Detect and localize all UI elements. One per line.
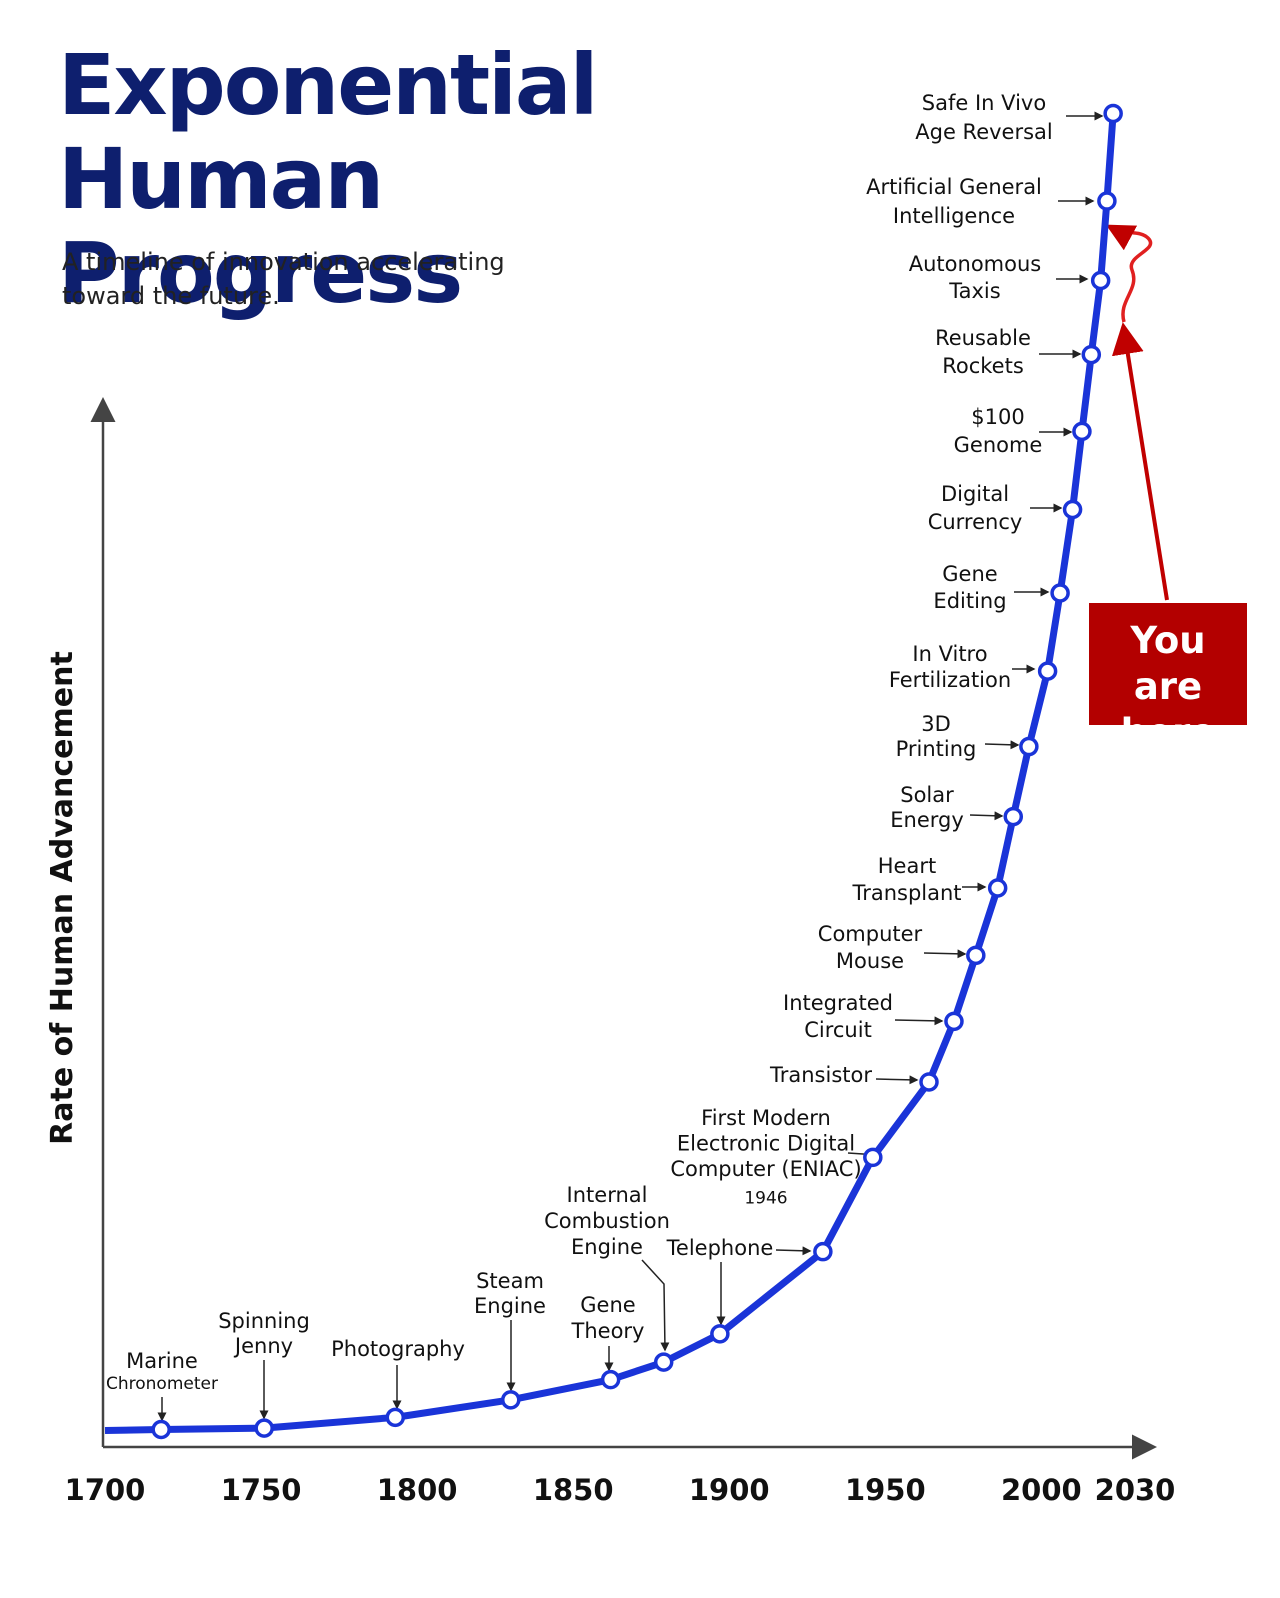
milestone-label: Currency: [928, 510, 1023, 534]
x-tick-label: 1800: [377, 1473, 458, 1507]
milestone-label: Editing: [933, 589, 1006, 613]
milestone-label: Artificial General: [866, 175, 1042, 199]
milestone-point: [254, 1418, 274, 1438]
milestone-point: [813, 1241, 833, 1262]
milestone-label: Solar: [900, 783, 954, 807]
milestone-point: [600, 1369, 621, 1390]
milestone-point: [1081, 344, 1102, 365]
leader-line: [775, 1246, 812, 1256]
milestone-point: [987, 878, 1008, 898]
milestone-label: Gene: [580, 1293, 635, 1317]
milestone-label: Internal: [567, 1183, 648, 1207]
milestone-point: [1003, 806, 1024, 827]
milestone-point: [1097, 191, 1117, 211]
milestone-point: [966, 945, 986, 966]
milestone-label: Fertilization: [889, 668, 1011, 692]
milestone-year: 1946: [744, 1189, 787, 1209]
milestone-label: Mouse: [836, 949, 904, 973]
x-tick-label: 1900: [689, 1473, 770, 1507]
milestone-label: Circuit: [804, 1018, 872, 1042]
milestone-label: Transplant: [851, 881, 961, 905]
milestone-point: [1090, 270, 1111, 291]
x-tick-label: 1950: [845, 1473, 926, 1507]
milestone-point: [501, 1390, 521, 1410]
milestone-label: Safe In Vivo: [922, 91, 1046, 115]
x-tick-label: 2030: [1095, 1473, 1176, 1507]
milestone-point: [1037, 661, 1058, 681]
leader-line: [984, 740, 1020, 750]
x-tick-label: 2000: [1001, 1473, 1082, 1507]
milestone-label: Transistor: [769, 1063, 872, 1087]
milestone-label: Intelligence: [893, 204, 1015, 228]
milestone-label: $100: [971, 405, 1024, 429]
leader-line: [894, 1016, 944, 1026]
milestone-label: Rockets: [942, 354, 1024, 378]
milestone-label: Computer (ENIAC): [670, 1157, 861, 1181]
leader-line: [969, 811, 1004, 821]
milestone-label: In Vitro: [912, 642, 987, 666]
milestone-point: [1072, 421, 1092, 442]
milestone-label: Combustion: [544, 1209, 670, 1233]
milestone-point: [919, 1072, 939, 1092]
milestone-label: Reusable: [935, 326, 1031, 350]
x-tick-label: 1850: [533, 1473, 614, 1507]
milestone-label: Chronometer: [106, 1374, 218, 1394]
milestone-point: [710, 1324, 730, 1344]
milestone-label: Jenny: [233, 1334, 293, 1358]
leader-line: [875, 1075, 919, 1085]
milestone-point: [151, 1419, 171, 1440]
milestone-label: First Modern: [701, 1106, 831, 1130]
milestone-label: Theory: [571, 1319, 645, 1343]
leader-line: [641, 1259, 670, 1352]
milestone-label: Electronic Digital: [677, 1132, 855, 1156]
you-are-here: You are here: [1089, 603, 1247, 754]
milestone-label: Photography: [331, 1337, 465, 1361]
milestone-label: Genome: [954, 433, 1043, 457]
milestone-label: Telephone: [666, 1236, 774, 1260]
milestone-label: Computer: [818, 922, 923, 946]
milestone-point: [1062, 499, 1083, 520]
milestone-point: [944, 1011, 964, 1032]
milestone-label: 3D: [921, 712, 951, 736]
milestone-label: Age Reversal: [915, 120, 1052, 144]
milestone-point: [653, 1352, 674, 1372]
milestone-label: Marine: [126, 1349, 198, 1373]
milestone-label: Autonomous: [909, 252, 1041, 276]
here-squiggle: [1105, 224, 1153, 323]
milestone-label: Spinning: [218, 1309, 310, 1333]
title: Exponential Human Progress: [58, 36, 598, 322]
subtitle: A timeline of innovation accelerating to…: [62, 248, 505, 310]
milestone-point: [1103, 103, 1123, 124]
milestone-point: [1019, 736, 1039, 757]
milestone-point: [385, 1407, 406, 1428]
milestone-label: Printing: [896, 737, 977, 761]
y-axis-label: Rate of Human Advancement: [45, 651, 80, 1145]
here-arrow: [1111, 322, 1169, 601]
milestone-point: [863, 1147, 883, 1168]
milestone-label: Steam: [476, 1269, 544, 1293]
milestone-label: Heart: [878, 854, 936, 878]
milestone-label: Energy: [890, 808, 964, 832]
milestone-label: Digital: [941, 482, 1009, 506]
milestone-label: Taxis: [948, 279, 1000, 303]
milestone-point: [1050, 583, 1070, 603]
x-tick-label: 1700: [65, 1473, 146, 1507]
milestone-label: Gene: [942, 562, 997, 586]
leader-line: [923, 949, 967, 959]
milestone-label: Integrated: [783, 991, 893, 1015]
milestone-label: Engine: [571, 1235, 643, 1259]
x-tick-label: 1750: [221, 1473, 302, 1507]
milestone-label: Engine: [474, 1294, 546, 1318]
